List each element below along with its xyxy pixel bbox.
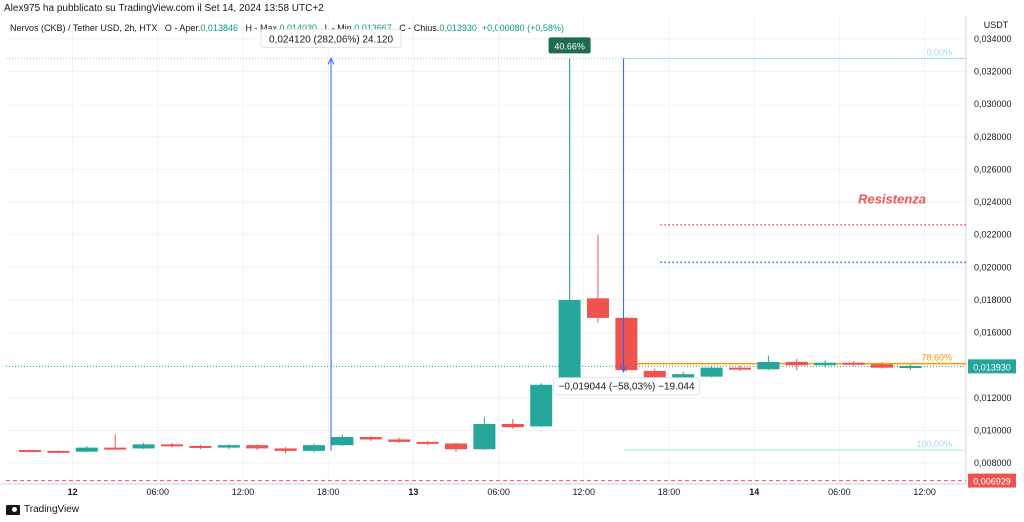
y-tick-label: 0,022000 (974, 230, 1012, 240)
close-value: 0,013930 (439, 23, 477, 33)
currency-label: USDT (984, 20, 1009, 30)
chart-area[interactable]: USDT0,0080000,0100000,0120000,0140000,01… (0, 16, 1024, 500)
candle-body (700, 367, 723, 377)
candle-body (530, 384, 553, 427)
candle-body (104, 447, 127, 450)
candle-body (558, 299, 581, 387)
y-tick-label: 0,020000 (974, 262, 1012, 272)
y-tick-label: 0,012000 (974, 393, 1012, 403)
candle-body (331, 437, 354, 446)
y-tick-label: 0,018000 (974, 295, 1012, 305)
measure-down-label: −0,019044 (−58,03%) −19.044 (559, 382, 695, 393)
ohlc-legend: Nervos (CKB) / Tether USD, 2h, HTX O - A… (10, 23, 564, 33)
footer: TradingView (6, 504, 79, 515)
candle-body (274, 448, 297, 451)
y-tick-label: 0,010000 (974, 425, 1012, 435)
publisher-line: Alex975 ha pubblicato su TradingView.com… (4, 3, 324, 14)
measure-down-arrow-icon (620, 365, 628, 373)
candle-body (899, 366, 922, 369)
candle-body (615, 317, 638, 371)
x-tick-label: 12:00 (232, 487, 255, 497)
change-value: +0,000080 (+0,58%) (481, 23, 564, 33)
measure-up-box (260, 28, 402, 48)
x-tick-label: 18:00 (658, 487, 681, 497)
x-tick-label: 12:00 (573, 487, 596, 497)
candle-body (246, 445, 269, 449)
candle-body (643, 370, 666, 379)
high-value: 0,014030 (279, 23, 318, 33)
candle-body (672, 374, 695, 379)
x-tick-label: 12 (68, 487, 78, 497)
low-value: 0,013667 (354, 23, 392, 33)
measure-down-box (553, 377, 701, 396)
y-tick-label: 0,030000 (974, 99, 1012, 109)
high-label: H - Max. (245, 23, 280, 33)
candle-body (445, 443, 467, 450)
measure-up-arrow-icon (327, 57, 335, 65)
candle-body (217, 445, 240, 448)
candle-body (161, 444, 183, 447)
open-label: O - Aper. (164, 23, 201, 33)
candle-body (729, 367, 751, 370)
fib-label: 78,60% (921, 353, 952, 363)
top-badge-label: 40.66% (554, 41, 585, 51)
tradingview-logo-icon (6, 504, 20, 515)
y-tick-label: 0,028000 (974, 132, 1012, 142)
y-tick-label: 0,034000 (974, 34, 1012, 44)
x-tick-label: 06:00 (487, 487, 510, 497)
candle-body (871, 364, 893, 368)
y-tick-label: 0,026000 (974, 164, 1012, 174)
candle-body (388, 439, 411, 442)
y-tick-label: 0,032000 (974, 66, 1012, 76)
symbol-label[interactable]: Nervos (CKB) / Tether USD, 2h, HTX (10, 23, 158, 33)
x-tick-label: 14 (749, 487, 759, 497)
candle-body (19, 450, 41, 453)
candle-body (814, 362, 837, 366)
low-label: L - Min. (324, 23, 355, 33)
x-tick-label: 13 (408, 487, 418, 497)
open-value: 0,013846 (200, 23, 238, 33)
candle-body (75, 447, 98, 452)
measure-up-label: 0,024120 (282,06%) 24.120 (269, 34, 393, 45)
candle-body (785, 361, 808, 366)
candle-body (303, 445, 325, 451)
close-label: C - Chius. (399, 23, 440, 33)
y-tick-label: 0,024000 (974, 197, 1012, 207)
low-price-label: 0,006929 (973, 477, 1011, 487)
candle-body (189, 445, 212, 448)
resistance-label: Resistenza (858, 192, 926, 207)
candle-body (842, 362, 865, 365)
x-tick-label: 18:00 (317, 487, 340, 497)
candle-body (416, 441, 439, 444)
candle-body (132, 444, 155, 449)
candle-body (47, 450, 70, 453)
candle-body (501, 423, 524, 428)
low-price-box (968, 473, 1016, 488)
x-tick-label: 12:00 (913, 487, 936, 497)
candle-body (473, 423, 496, 450)
candle-body (757, 361, 780, 370)
fib-label: 100,00% (916, 439, 952, 449)
current-price-label: 0,013930 (973, 362, 1011, 372)
y-tick-label: 0,008000 (974, 458, 1012, 468)
candle-body (587, 298, 609, 318)
candle-body (359, 437, 382, 440)
top-badge-box (548, 37, 591, 54)
x-tick-label: 06:00 (828, 487, 851, 497)
price-chart[interactable]: USDT0,0080000,0100000,0120000,0140000,01… (0, 16, 1024, 500)
current-price-box (968, 359, 1016, 374)
footer-brand: TradingView (24, 504, 80, 515)
fib-label: 0,00% (926, 47, 952, 57)
y-tick-label: 0,016000 (974, 328, 1012, 338)
x-tick-label: 06:00 (147, 487, 170, 497)
